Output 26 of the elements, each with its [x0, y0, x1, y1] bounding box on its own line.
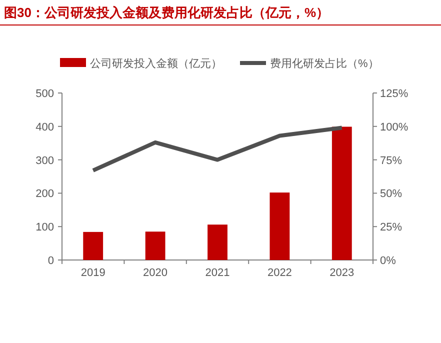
y-tick-label: 100 — [36, 222, 54, 234]
x-tick-label: 2021 — [205, 267, 230, 279]
bar — [83, 232, 104, 260]
x-tick-label: 2020 — [143, 267, 168, 279]
legend-label: 费用化研发占比（%） — [270, 57, 379, 70]
y2-tick-label: 0% — [380, 255, 396, 267]
y2-tick-label: 50% — [380, 188, 402, 200]
y-tick-label: 200 — [36, 188, 54, 200]
line-series — [91, 126, 344, 172]
chart-title: 图30：公司研发投入金额及费用化研发占比（亿元，%） — [4, 5, 330, 20]
x-tick-label: 2023 — [330, 267, 354, 279]
y2-tick-label: 125% — [380, 88, 408, 100]
y-tick-label: 0 — [48, 255, 54, 267]
y2-tick-label: 25% — [380, 222, 402, 234]
y-tick-label: 300 — [36, 154, 54, 167]
y-tick-label: 400 — [36, 121, 54, 134]
bar — [145, 232, 166, 260]
y2-tick-label: 75% — [380, 154, 402, 167]
x-tick-label: 2019 — [80, 267, 106, 279]
bar — [332, 126, 352, 260]
bar — [270, 192, 290, 260]
y2-tick-label: 100% — [380, 121, 408, 134]
x-tick-label: 2022 — [267, 267, 292, 279]
bar — [208, 224, 228, 260]
y-tick-label: 500 — [36, 88, 54, 100]
legend-label: 公司研发投入金额（亿元） — [90, 57, 222, 70]
